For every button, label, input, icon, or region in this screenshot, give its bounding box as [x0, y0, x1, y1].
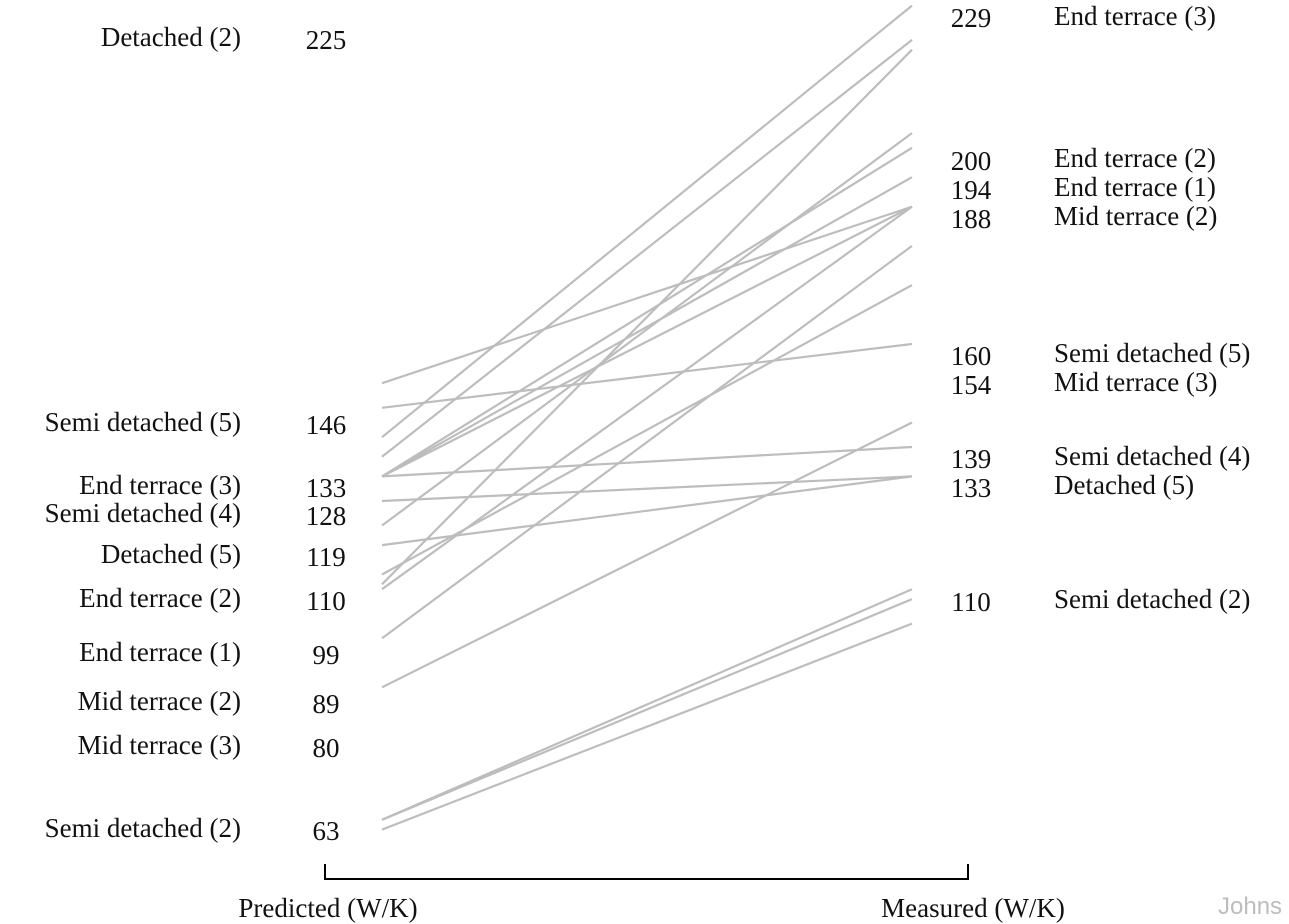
axis-bracket — [324, 864, 969, 880]
left-label-value: 63 — [313, 816, 340, 846]
left-label-value: 110 — [306, 586, 346, 616]
slope-line-14 — [381, 48, 913, 586]
right-label-name: End terrace (1) — [1054, 172, 1216, 202]
lines-layer — [381, 4, 913, 831]
slope-line-20 — [381, 622, 913, 831]
left-label-value: 128 — [306, 501, 347, 531]
axis-title-measured: Measured (W/K) — [881, 893, 1065, 923]
slope-line-16 — [381, 245, 913, 640]
right-label-value: 139 — [951, 444, 992, 474]
right-label-value: 110 — [951, 587, 991, 617]
right-label-value: 200 — [951, 146, 992, 176]
left-label-value: 146 — [306, 410, 347, 440]
right-label-value: 229 — [951, 3, 992, 33]
left-label-value: 225 — [306, 25, 347, 55]
slope-line-17 — [381, 421, 913, 689]
left-label-value: 119 — [306, 542, 346, 572]
left-label-name: Mid terrace (2) — [78, 686, 241, 716]
left-label-name: Detached (5) — [101, 539, 241, 569]
left-label-name: Semi detached (4) — [45, 498, 241, 528]
left-label-value: 80 — [313, 733, 340, 763]
slope-line-7 — [381, 176, 913, 478]
credit-text: Johns — [1218, 893, 1282, 920]
slope-line-15 — [381, 205, 913, 591]
left-label-name: Semi detached (5) — [45, 407, 241, 437]
right-label-value: 133 — [951, 473, 992, 503]
slope-line-5 — [381, 39, 913, 458]
right-label-name: Semi detached (4) — [1054, 441, 1250, 471]
left-label-name: End terrace (2) — [79, 583, 241, 613]
slope-line-19 — [381, 598, 913, 821]
labels-layer: Detached (2) 225 Semi detached (5) 146 End t… — [45, 1, 1251, 846]
slope-line-6 — [381, 146, 913, 478]
right-label-value: 154 — [951, 370, 992, 400]
left-label-name: Detached (2) — [101, 22, 241, 52]
right-label-name: End terrace (3) — [1054, 1, 1216, 31]
right-label-name: Mid terrace (3) — [1054, 367, 1217, 397]
slope-line-2 — [381, 205, 913, 385]
left-label-name: End terrace (3) — [79, 470, 241, 500]
left-label-name: End terrace (1) — [79, 637, 241, 667]
axis-layer: Predicted (W/K) Measured (W/K) — [238, 864, 1065, 923]
right-label-name: Semi detached (2) — [1054, 584, 1250, 614]
slope-line-10 — [381, 475, 913, 503]
left-label-name: Semi detached (2) — [45, 813, 241, 843]
slope-line-18 — [381, 588, 913, 821]
slope-line-8 — [381, 205, 913, 478]
right-label-name: Detached (5) — [1054, 470, 1194, 500]
slope-line-4 — [381, 4, 913, 439]
right-label-value: 188 — [951, 204, 992, 234]
slope-line-3 — [381, 342, 913, 409]
left-label-value: 99 — [313, 640, 340, 670]
left-label-name: Mid terrace (3) — [78, 730, 241, 760]
axis-title-predicted: Predicted (W/K) — [238, 893, 417, 923]
slope-line-11 — [381, 132, 913, 527]
left-label-value: 133 — [306, 473, 347, 503]
right-label-name: End terrace (2) — [1054, 143, 1216, 173]
right-label-value: 194 — [951, 175, 992, 205]
right-label-name: Mid terrace (2) — [1054, 201, 1217, 231]
left-label-value: 89 — [313, 689, 340, 719]
slope-line-12 — [381, 475, 913, 547]
right-label-value: 160 — [951, 341, 992, 371]
right-label-name: Semi detached (5) — [1054, 338, 1250, 368]
slope-line-9 — [381, 445, 913, 478]
